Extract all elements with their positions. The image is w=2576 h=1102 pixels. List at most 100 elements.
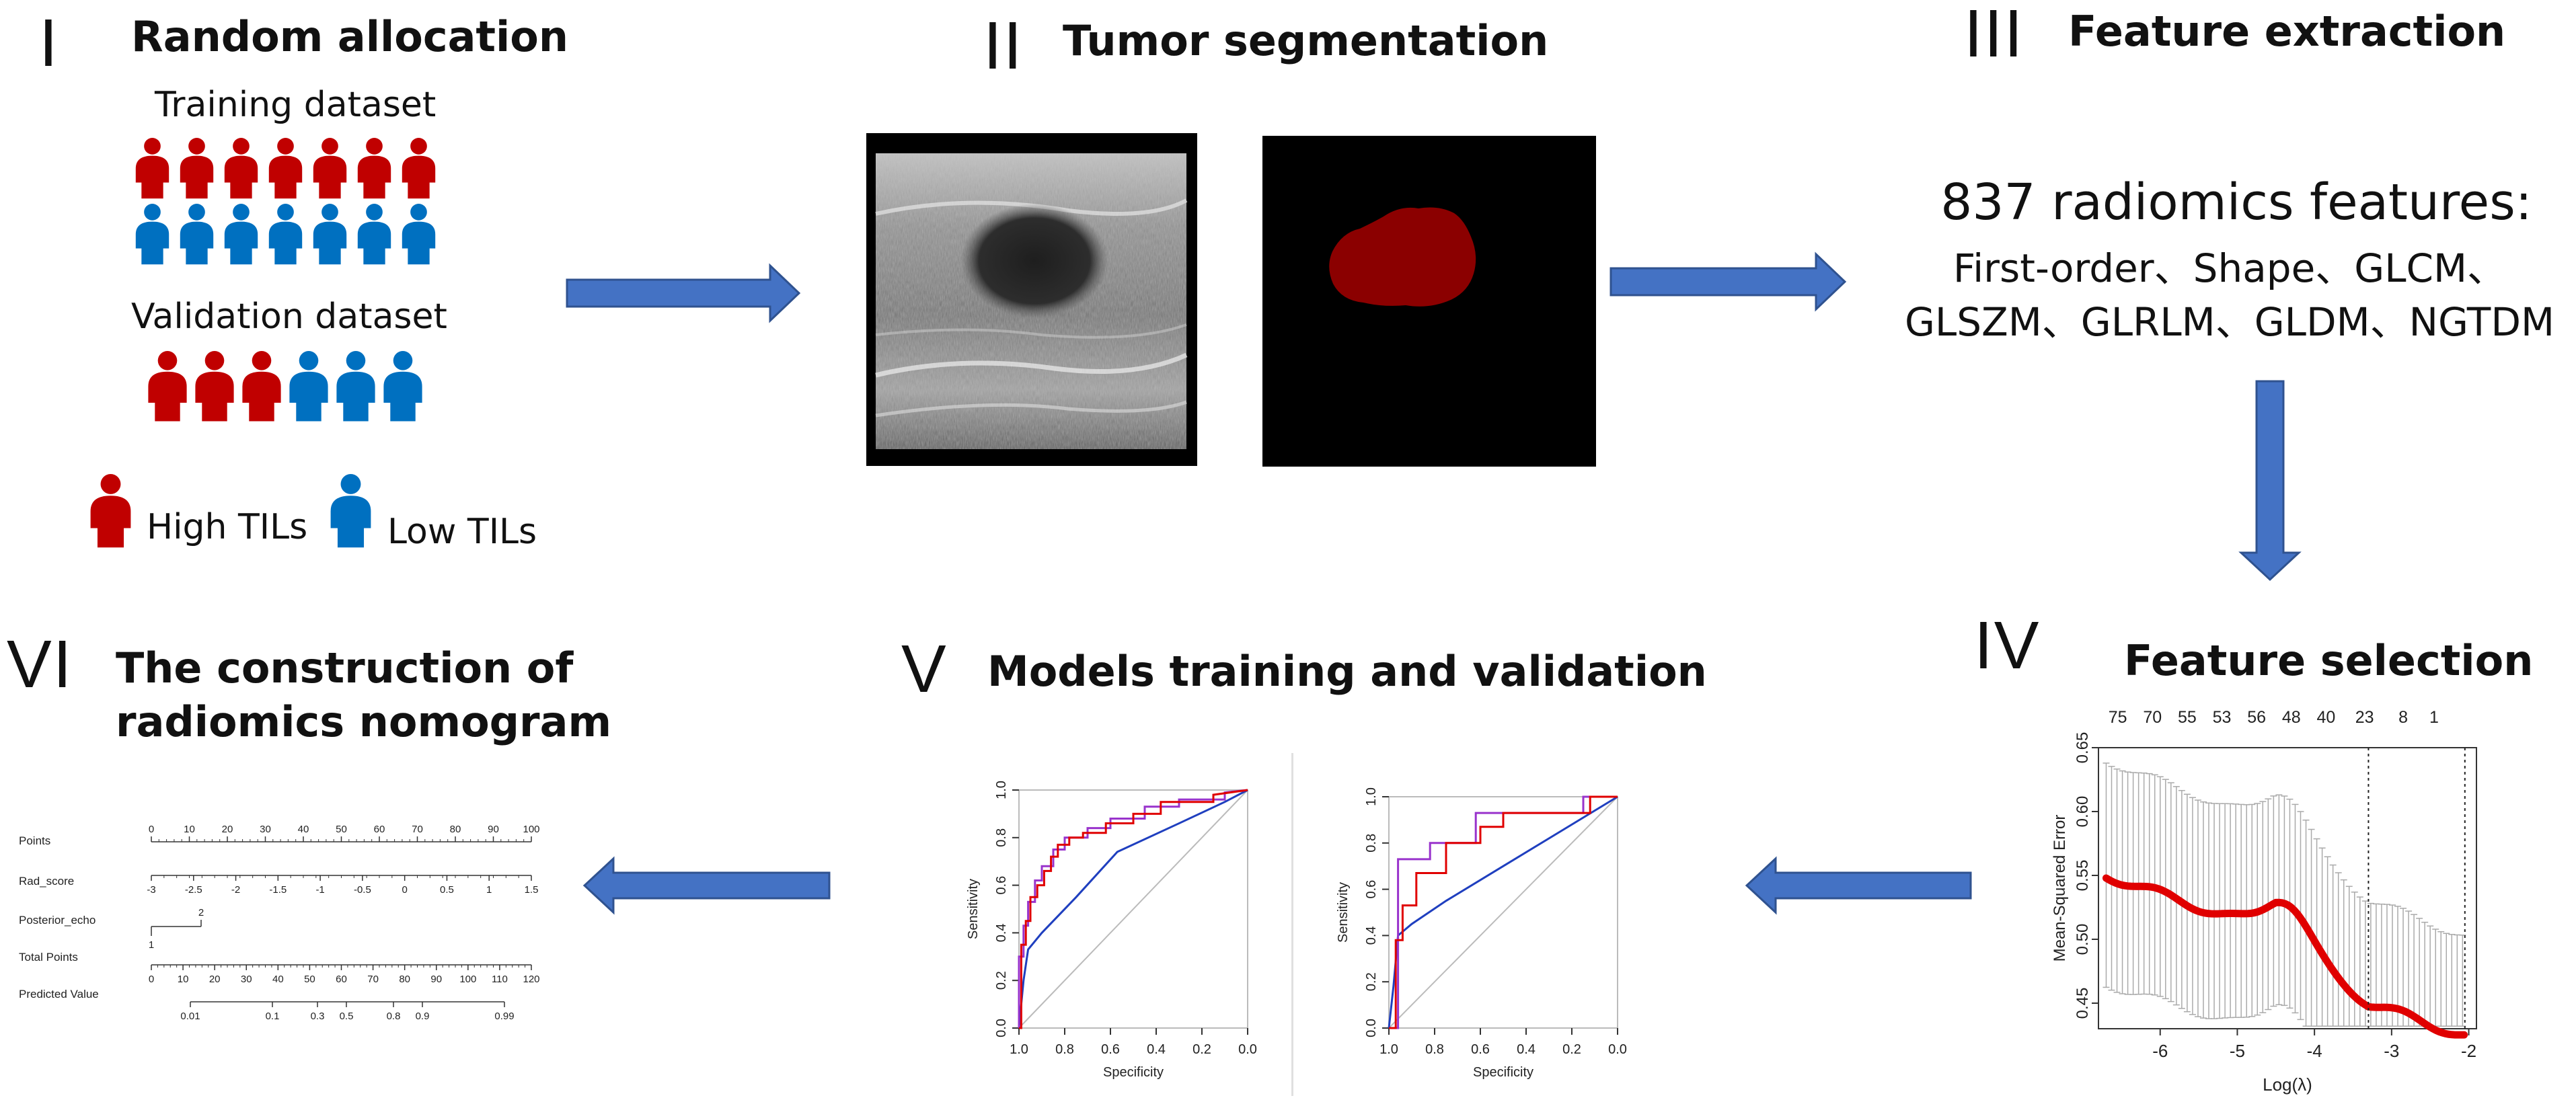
nomogram-row-label: Rad_score: [19, 875, 74, 888]
roc-diagonal: [1388, 796, 1618, 1029]
lasso-cv-plot: 75 70 55 53 56 48 40 23 8 1 0.65 0.60 0.55 0.50 0.45 -6…: [2051, 708, 2477, 1095]
section-1-numeral: I: [39, 5, 59, 81]
nomogram-tick-label: 0.3: [311, 1011, 325, 1022]
nomogram-tick-label: 40: [298, 824, 309, 835]
lasso-y-tick-label: 0.60: [2074, 796, 2092, 828]
nomogram-tick-label: 0.5: [340, 1011, 354, 1022]
roc-y-tick-label: 0.0: [1364, 1019, 1379, 1037]
roc-curve-red: [1389, 795, 1618, 1029]
lasso-y-tick-label: 0.50: [2074, 924, 2092, 955]
section-1-title: Random allocation: [131, 12, 569, 61]
roc-diagonal: [1018, 789, 1248, 1029]
nomogram-row-label: Posterior_echo: [19, 914, 96, 927]
nomogram-tick-label: 20: [209, 974, 221, 985]
legend-low-label: Low TILs: [387, 512, 537, 552]
nomogram-tick-label: 30: [260, 824, 271, 835]
nomogram-tick-label: 80: [450, 824, 461, 835]
nomogram-tick-label: 0.99: [494, 1011, 514, 1022]
lasso-y-axis-label: Mean-Squared Error: [2051, 815, 2069, 962]
roc-y-tick-label: 1.0: [1364, 787, 1379, 806]
nomogram-tick-label: -3: [147, 884, 155, 896]
roc-x-tick-label: 0.0: [1238, 1042, 1257, 1057]
nomogram-tick-label: 0: [149, 824, 154, 835]
lasso-y-tick-label: 0.55: [2074, 860, 2092, 892]
section-3-numeral: III: [1964, 0, 2024, 71]
arrow-left-1: [1745, 856, 1972, 915]
roc-y-axis-label: Sensitivity: [966, 879, 981, 939]
section-2-title: Tumor segmentation: [1063, 16, 1549, 65]
roc-x-tick-label: 1.0: [1379, 1042, 1398, 1057]
roc-y-tick-label: 0.4: [1364, 926, 1379, 945]
segmentation-mask-image: [1262, 136, 1596, 467]
nomogram-tick-label: 1.5: [525, 884, 539, 896]
lasso-plot-frame: [2098, 747, 2477, 1029]
section-5-title: Models training and validation: [987, 647, 1707, 696]
section-4-numeral: IV: [1974, 608, 2041, 683]
roc-x-tick-label: 0.4: [1147, 1042, 1166, 1057]
lasso-top-count: 8: [2398, 708, 2408, 727]
nomogram-tick-label: -2: [231, 884, 240, 896]
roc-curve-red: [1019, 789, 1248, 1029]
section-6-title-line2: radiomics nomogram: [116, 697, 612, 746]
roc-x-axis-label: Specificity: [1103, 1065, 1164, 1080]
lasso-top-count: 53: [2213, 708, 2232, 727]
roc-x-axis-label: Specificity: [1473, 1065, 1533, 1080]
roc-x-tick-label: 0.8: [1425, 1042, 1444, 1057]
nomogram-tick-label: 0: [149, 974, 154, 985]
section-5-numeral: V: [901, 631, 948, 707]
nomogram-tick-label: -2.5: [185, 884, 202, 896]
roc-curve-blue: [1018, 789, 1248, 1029]
roc-curve-blue: [1388, 795, 1618, 1029]
lasso-error-bars: [2103, 762, 2466, 1027]
lasso-x-tick-label: -4: [2307, 1041, 2322, 1061]
features-count: 837 radiomics features:: [1940, 173, 2532, 231]
lasso-top-count: 1: [2429, 708, 2439, 727]
lasso-top-count: 56: [2247, 708, 2266, 727]
section-6-numeral: VI: [7, 627, 73, 702]
nomogram-tick-label: 50: [304, 974, 315, 985]
nomogram-tick-label: 70: [367, 974, 379, 985]
roc-y-tick-label: 0.2: [1364, 972, 1379, 991]
section-3-title: Feature extraction: [2068, 7, 2506, 56]
ultrasound-image: [866, 133, 1197, 466]
nomogram-tick-label: 40: [272, 974, 284, 985]
roc-y-tick-label: 0.6: [994, 876, 1009, 895]
nomogram-tick-label: 100: [523, 824, 539, 835]
roc-x-tick-label: 0.6: [1471, 1042, 1490, 1057]
nomogram-tick-label: 0.1: [266, 1011, 280, 1022]
lasso-top-count: 48: [2282, 708, 2301, 727]
nomogram-tick-label: 30: [241, 974, 252, 985]
lasso-y-tick-label: 0.65: [2074, 732, 2092, 764]
nomogram-tick-label: -1: [315, 884, 324, 896]
nomogram-tick-label: 100: [459, 974, 476, 985]
nomogram-tick-label: 1: [149, 939, 154, 951]
nomogram-tick-label: 0: [402, 884, 407, 896]
nomogram-tick-label: 50: [336, 824, 347, 835]
roc-frame: [1018, 789, 1248, 1029]
nomogram-tick-label: 60: [374, 824, 385, 835]
arrow-right-1: [566, 263, 801, 323]
roc-y-tick-label: 1.0: [994, 781, 1009, 799]
section-6-title-line1: The construction of: [116, 643, 574, 693]
roc-x-tick-label: 0.0: [1608, 1042, 1627, 1057]
nomogram-tick-label: 0.9: [416, 1011, 430, 1022]
roc-x-tick-label: 0.2: [1192, 1042, 1211, 1057]
roc-plot-validation: 0.0 0.2 0.4 0.6 0.8 1.0 1.0 0.8 0.6 0.4 0.2 0.0 Sens…: [1336, 787, 1627, 1080]
lasso-x-tick-label: -2: [2461, 1041, 2476, 1061]
roc-x-tick-label: 1.0: [1010, 1042, 1028, 1057]
arrow-left-2: [582, 856, 831, 915]
roc-curve-purple: [1018, 789, 1248, 1028]
roc-x-tick-label: 0.4: [1517, 1042, 1536, 1057]
nomogram-tick-label: 0.5: [440, 884, 454, 896]
nomogram-tick-label: 0.8: [387, 1011, 401, 1022]
nomogram-tick-label: 110: [492, 974, 508, 985]
tumor-mask: [1329, 207, 1476, 307]
arrow-right-2: [1609, 251, 1847, 312]
lasso-x-tick-label: -5: [2230, 1041, 2245, 1061]
lasso-x-axis-label: Log(λ): [2263, 1074, 2312, 1095]
lasso-top-count: 70: [2143, 708, 2162, 727]
lasso-top-count: 23: [2355, 708, 2374, 727]
nomogram-tick-label: 120: [523, 974, 539, 985]
nomogram-tick-label: 0.01: [180, 1011, 200, 1022]
